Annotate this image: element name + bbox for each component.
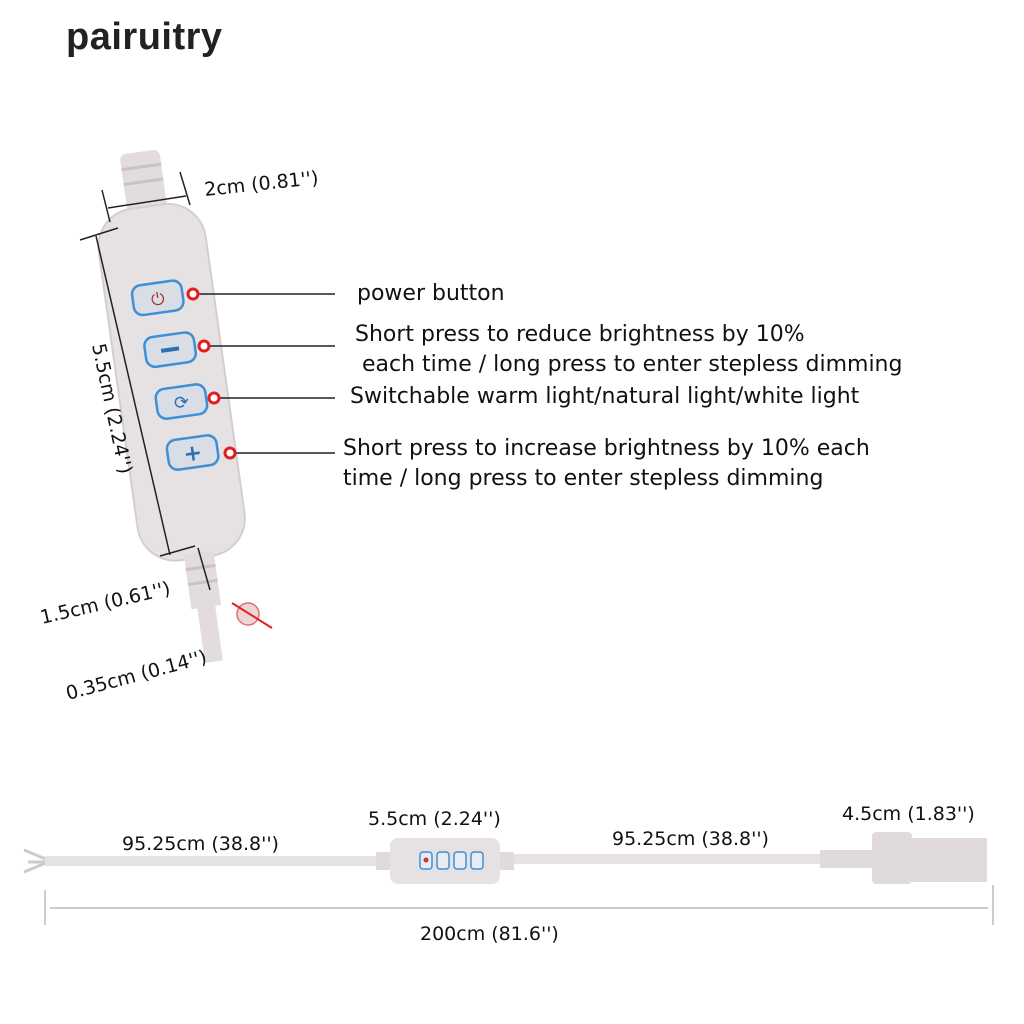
plus-icon: + — [182, 440, 204, 467]
switch-button-label: Switchable warm light/natural light/whit… — [350, 384, 860, 409]
cable — [196, 600, 223, 663]
total-length: 200cm (81.6'') — [420, 923, 559, 945]
right-cable-length: 95.25cm (38.8'') — [612, 828, 769, 850]
cable-overview — [23, 832, 987, 884]
callout-markers — [186, 287, 237, 460]
cable-diameter-dimension: 0.35cm (0.14'') — [64, 646, 210, 705]
usb-plug — [872, 832, 912, 884]
minus-button-label-line2: each time / long press to enter stepless… — [355, 352, 902, 377]
power-button-label: power button — [357, 281, 505, 306]
cycle-icon: ⟳ — [173, 392, 191, 415]
callouts — [193, 293, 335, 454]
marker-dot-icon — [186, 287, 200, 301]
marker-dot-icon — [207, 391, 221, 405]
width-dimension: 2cm (0.81'') — [203, 167, 319, 201]
neck-dimension: 1.5cm (0.61'') — [38, 578, 172, 629]
color-switch-button[interactable]: ⟳ — [154, 383, 209, 420]
minus-icon — [160, 346, 180, 353]
total-length-line — [44, 885, 994, 925]
dimension-lines — [79, 171, 211, 591]
plus-button[interactable]: + — [165, 434, 220, 471]
power-icon: ⏻ — [150, 289, 167, 311]
marker-dot-icon — [197, 339, 211, 353]
power-button[interactable]: ⏻ — [130, 279, 185, 317]
bare-wire-ends-icon — [23, 848, 49, 874]
controller-length: 5.5cm (2.24'') — [368, 808, 501, 830]
minus-button[interactable] — [143, 331, 198, 369]
controller: ⏻ ⟳ + — [97, 150, 246, 663]
marker-dot-icon — [223, 446, 237, 460]
minus-button-label-line1: Short press to reduce brightness by 10% — [355, 322, 805, 347]
plug-length: 4.5cm (1.83'') — [842, 803, 975, 825]
brand-logo: pairuitry — [66, 16, 223, 58]
plus-button-label-line1: Short press to increase brightness by 10… — [343, 436, 870, 461]
plus-button-label-line2: time / long press to enter stepless dimm… — [343, 466, 823, 491]
left-cable-length: 95.25cm (38.8'') — [122, 833, 279, 855]
